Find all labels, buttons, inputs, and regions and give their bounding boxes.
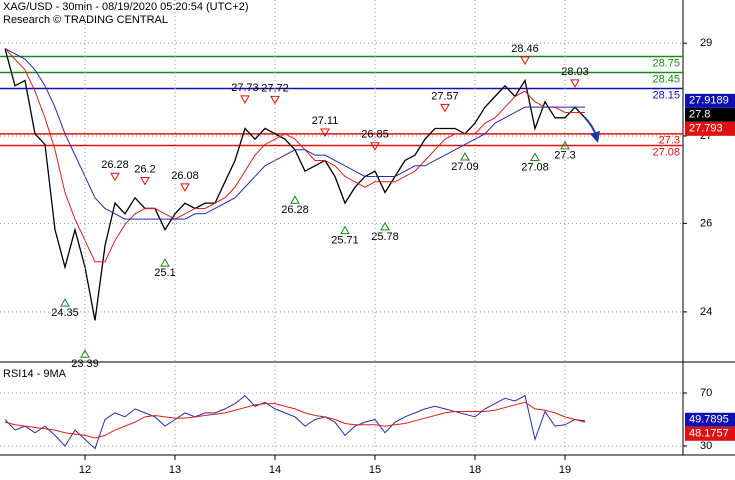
y-tick-label: 26 (700, 217, 712, 229)
series-line (4, 394, 586, 450)
last-value-box (685, 93, 735, 108)
low-label: 27.3 (554, 150, 575, 162)
last-value-box (685, 412, 735, 427)
low-marker (380, 221, 390, 231)
low-marker (290, 195, 300, 204)
high-label: 28.46 (511, 43, 539, 55)
rsi-title: RSI14 - 9MA (3, 368, 67, 380)
last-value-label: 27.9189 (689, 95, 729, 107)
high-label: 26.2 (134, 163, 155, 175)
high-marker (570, 79, 580, 88)
high-marker (520, 56, 530, 65)
level-label: 28.75 (652, 57, 680, 69)
last-value-label: 27.8 (689, 109, 710, 121)
low-label: 24.35 (51, 307, 79, 319)
low-label: 26.28 (281, 204, 309, 216)
high-label: 26.28 (101, 159, 129, 171)
last-value-label: 27.793 (689, 123, 723, 135)
projection-arrowhead (590, 130, 600, 143)
high-label: 26.85 (361, 129, 389, 141)
high-marker (370, 142, 380, 151)
level-label: 27.08 (652, 146, 680, 158)
header-subtitle: Research © TRADING CENTRAL (3, 14, 168, 26)
low-marker (160, 258, 170, 267)
level-label: 28.15 (652, 89, 680, 101)
last-value-box (685, 107, 735, 122)
low-label: 25.71 (331, 234, 359, 246)
high-label: 27.11 (312, 115, 339, 127)
low-marker (60, 298, 70, 307)
high-label: 26.08 (171, 170, 199, 182)
series-line (4, 48, 585, 220)
low-label: 23.39 (71, 358, 99, 370)
high-label: 27.73 (231, 82, 259, 94)
x-tick-label: 19 (559, 464, 571, 476)
high-marker (140, 176, 150, 186)
low-marker (80, 349, 90, 358)
low-marker (530, 152, 540, 162)
series-line (4, 48, 585, 263)
low-label: 27.09 (451, 161, 479, 173)
high-marker (240, 95, 250, 104)
x-tick-label: 12 (79, 464, 91, 476)
x-tick-label: 18 (469, 464, 481, 476)
y-tick-label: 70 (700, 387, 712, 399)
low-marker (460, 152, 470, 161)
x-tick-label: 14 (269, 464, 281, 476)
y-tick-label: 24 (700, 306, 712, 318)
low-label: 25.78 (371, 231, 399, 243)
high-marker (110, 172, 120, 182)
low-marker (340, 225, 350, 235)
series-line (4, 401, 586, 439)
last-value-label: 49.7895 (689, 414, 729, 426)
high-marker (180, 183, 190, 192)
last-value-label: 48.1757 (689, 428, 729, 440)
header-title: XAG/USD - 30min - 08/19/2020 05:20:54 (U… (3, 1, 248, 13)
x-tick-label: 15 (369, 464, 381, 476)
x-tick-label: 13 (169, 464, 181, 476)
high-label: 27.57 (431, 90, 459, 102)
low-label: 25.1 (154, 267, 175, 279)
high-marker (320, 128, 330, 137)
level-label: 27.3 (659, 135, 680, 147)
last-value-box (685, 121, 735, 136)
y-tick-label: 30 (700, 440, 712, 452)
high-marker (440, 103, 450, 113)
last-value-box (685, 426, 735, 441)
high-label: 28.03 (561, 66, 589, 78)
y-tick-label: 29 (700, 37, 712, 49)
level-label: 28.45 (652, 73, 680, 85)
low-label: 27.08 (521, 161, 549, 173)
